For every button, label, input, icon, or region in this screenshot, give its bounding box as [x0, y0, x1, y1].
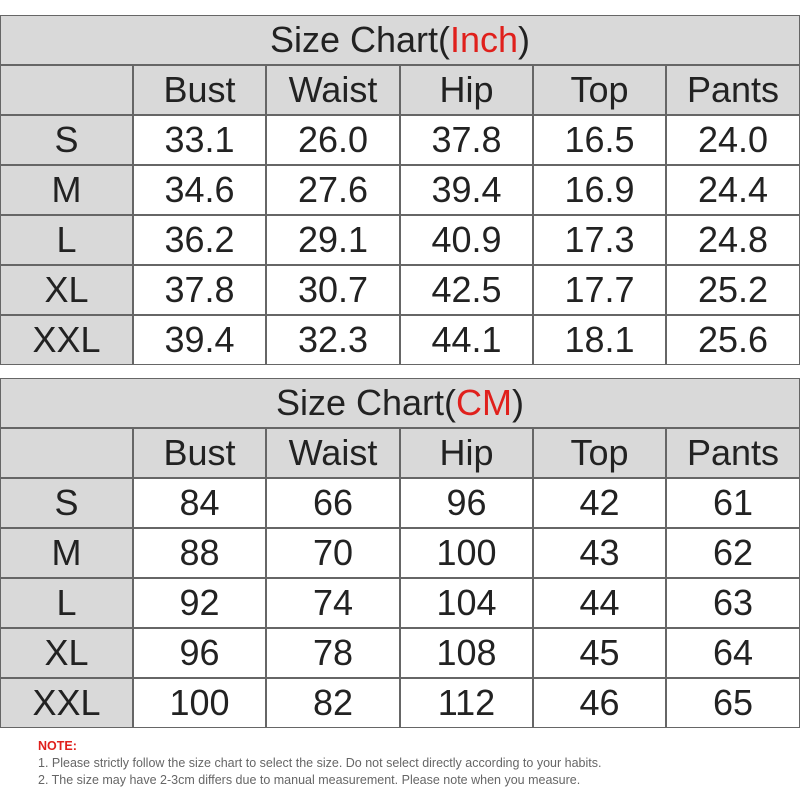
table-cell: 24.8 [666, 215, 800, 265]
table-cell: 42.5 [400, 265, 533, 315]
column-header: Bust [133, 65, 266, 115]
column-header: Pants [666, 65, 800, 115]
note-label: NOTE: [38, 739, 77, 753]
column-header: Top [533, 65, 666, 115]
table-title: Size Chart(CM) [0, 378, 800, 428]
note-line: 1. Please strictly follow the size chart… [38, 756, 602, 770]
table-cell: 44.1 [400, 315, 533, 365]
table-cell: 84 [133, 478, 266, 528]
column-header: Hip [400, 428, 533, 478]
table-cell: 108 [400, 628, 533, 678]
table-cell: 24.0 [666, 115, 800, 165]
table-cell: 34.6 [133, 165, 266, 215]
table-cell: 61 [666, 478, 800, 528]
note-line: 2. The size may have 2-3cm differs due t… [38, 773, 581, 787]
table-cell: 64 [666, 628, 800, 678]
title-part: ) [518, 19, 531, 60]
table-cell: 16.5 [533, 115, 666, 165]
table-cell: 33.1 [133, 115, 266, 165]
table-cell: 37.8 [133, 265, 266, 315]
table-cell: 65 [666, 678, 800, 728]
table-cell: 27.6 [266, 165, 400, 215]
size-label: XL [0, 265, 133, 315]
column-header: Waist [266, 65, 400, 115]
title-part: Size Chart( [269, 19, 450, 60]
table-title: Size Chart(Inch) [0, 15, 800, 65]
table-cell: 24.4 [666, 165, 800, 215]
table-cell: 112 [400, 678, 533, 728]
table-cell: 39.4 [400, 165, 533, 215]
table-cell: 62 [666, 528, 800, 578]
size-label: L [0, 578, 133, 628]
table-cell: 100 [133, 678, 266, 728]
table-cell: 104 [400, 578, 533, 628]
table-cell: 44 [533, 578, 666, 628]
table-cell: 70 [266, 528, 400, 578]
table-cell: 46 [533, 678, 666, 728]
table-cell: 96 [133, 628, 266, 678]
table-cell: 42 [533, 478, 666, 528]
column-header: Top [533, 428, 666, 478]
corner-cell [0, 65, 133, 115]
table-cell: 32.3 [266, 315, 400, 365]
title-part: CM [456, 382, 513, 423]
table-cell: 100 [400, 528, 533, 578]
table-cell: 26.0 [266, 115, 400, 165]
table-cell: 37.8 [400, 115, 533, 165]
table-cell: 45 [533, 628, 666, 678]
table-cell: 78 [266, 628, 400, 678]
size-label: M [0, 528, 133, 578]
corner-cell [0, 428, 133, 478]
column-header: Hip [400, 65, 533, 115]
table-cell: 92 [133, 578, 266, 628]
table-cell: 63 [666, 578, 800, 628]
table-cell: 88 [133, 528, 266, 578]
column-header: Bust [133, 428, 266, 478]
title-part: ) [512, 382, 525, 423]
size-label: L [0, 215, 133, 265]
table-cell: 40.9 [400, 215, 533, 265]
table-cell: 25.2 [666, 265, 800, 315]
note: NOTE: 1. Please strictly follow the size … [38, 738, 601, 789]
column-header: Pants [666, 428, 800, 478]
title-part: Inch [450, 19, 519, 60]
table-cell: 17.7 [533, 265, 666, 315]
size-label: M [0, 165, 133, 215]
table-cell: 82 [266, 678, 400, 728]
table-cell: 25.6 [666, 315, 800, 365]
title-part: Size Chart( [275, 382, 457, 423]
table-cell: 39.4 [133, 315, 266, 365]
table-cell: 16.9 [533, 165, 666, 215]
table-cell: 96 [400, 478, 533, 528]
table-cell: 74 [266, 578, 400, 628]
table-cell: 36.2 [133, 215, 266, 265]
table-cell: 18.1 [533, 315, 666, 365]
table-cell: 29.1 [266, 215, 400, 265]
table-cell: 66 [266, 478, 400, 528]
size-label: XXL [0, 315, 133, 365]
table-cell: 30.7 [266, 265, 400, 315]
table-cell: 17.3 [533, 215, 666, 265]
column-header: Waist [266, 428, 400, 478]
size-label: XXL [0, 678, 133, 728]
size-label: XL [0, 628, 133, 678]
size-label: S [0, 478, 133, 528]
table-cell: 43 [533, 528, 666, 578]
size-label: S [0, 115, 133, 165]
